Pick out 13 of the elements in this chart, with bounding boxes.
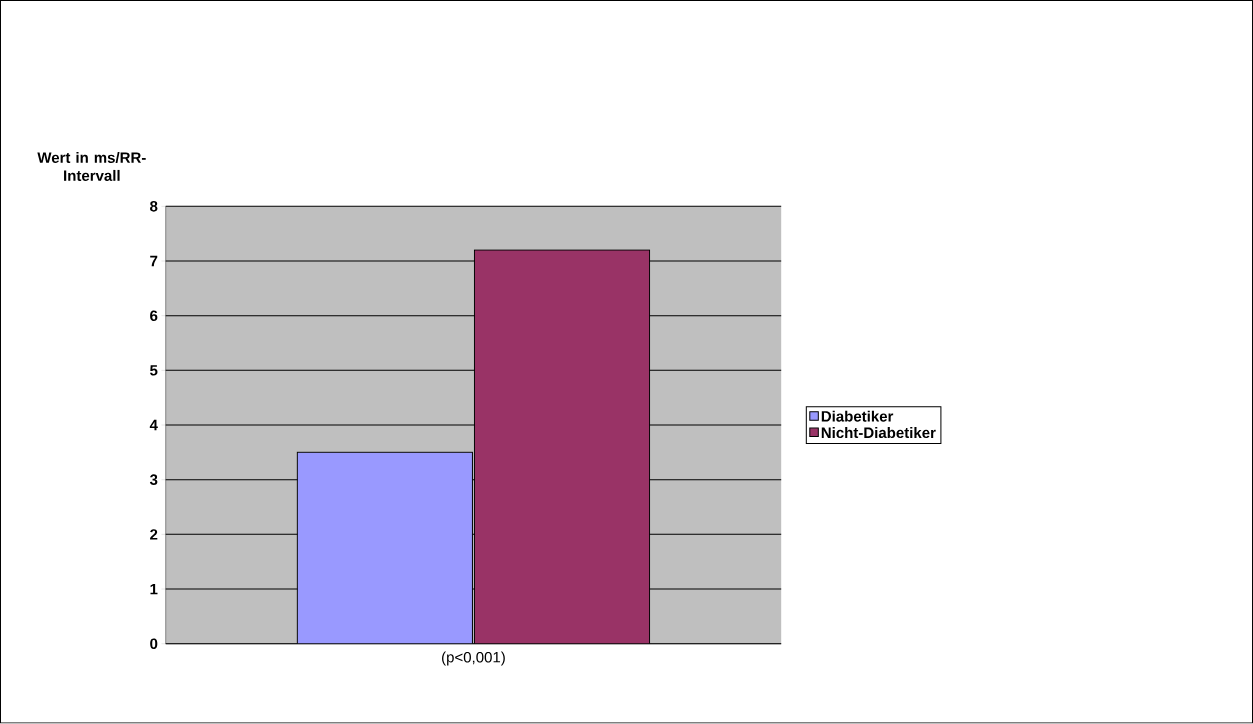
y-tick-label: 8 [150,201,158,212]
y-tick-label: 3 [149,474,158,486]
y-tick-label: 1 [150,584,158,595]
legend-label: Nicht-Diabetiker [821,427,936,439]
y-tick-label: 7 [150,256,158,267]
y-tick-label: 5 [150,365,158,376]
y-tick-label: 6 [150,310,158,322]
y-axis-title: Wert in ms/RR-Intervall [37,152,146,182]
y-tick-label: 0 [150,638,158,650]
x-tick-label: (p<0,001) [442,651,505,666]
y-tick-label: 4 [149,420,158,431]
legend-label: Diabetiker [821,410,894,422]
y-tick-label: 2 [150,529,158,540]
